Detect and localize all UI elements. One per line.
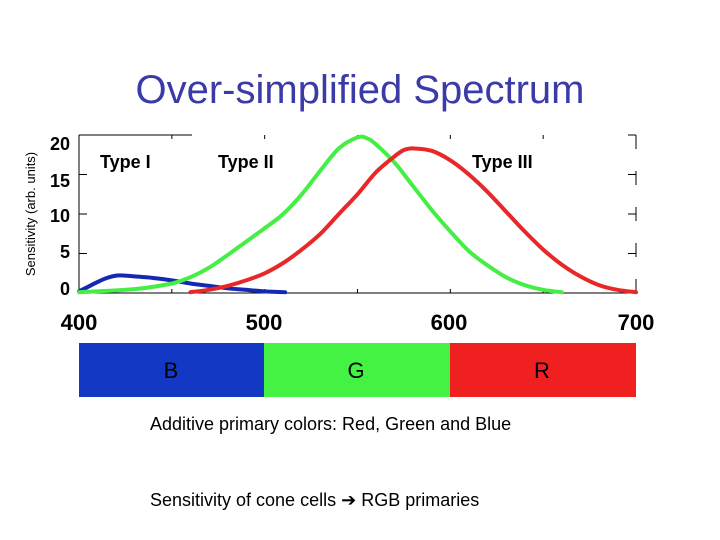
additive-caption: Additive primary colors: Red, Green and … (150, 414, 512, 434)
x-tick-label: 700 (617, 310, 655, 335)
x-tick-label: 500 (245, 310, 283, 335)
series-type-ii-line (77, 134, 564, 295)
arrow-icon: ➔ (341, 490, 357, 510)
type-i-label: Type I (100, 152, 151, 172)
band-b-label: B (163, 358, 179, 383)
band-green (264, 343, 450, 397)
y-tick-label: 5 (59, 242, 70, 262)
y-tick-label: 15 (49, 171, 70, 191)
series-type-iii-line (188, 146, 638, 295)
chart-title: Over-simplified Spectrum (135, 68, 585, 112)
sensitivity-suffix: RGB primaries (361, 490, 480, 510)
y-tick-label: 0 (59, 279, 70, 299)
band-r-label: R (534, 358, 550, 383)
band-g-label: G (347, 358, 365, 383)
type-ii-label: Type II (218, 152, 274, 172)
series-type-i-line (77, 273, 288, 295)
x-tick-label: 400 (60, 310, 98, 335)
y-tick-label: 10 (49, 206, 70, 226)
x-tick-label: 600 (430, 310, 468, 335)
sensitivity-caption: Sensitivity of cone cells ➔ RGB primarie… (150, 490, 479, 511)
band-blue (79, 343, 264, 397)
y-tick-label: 20 (49, 134, 70, 154)
band-red (450, 343, 636, 397)
sensitivity-prefix: Sensitivity of cone cells (150, 490, 337, 510)
type-iii-label: Type III (472, 152, 533, 172)
